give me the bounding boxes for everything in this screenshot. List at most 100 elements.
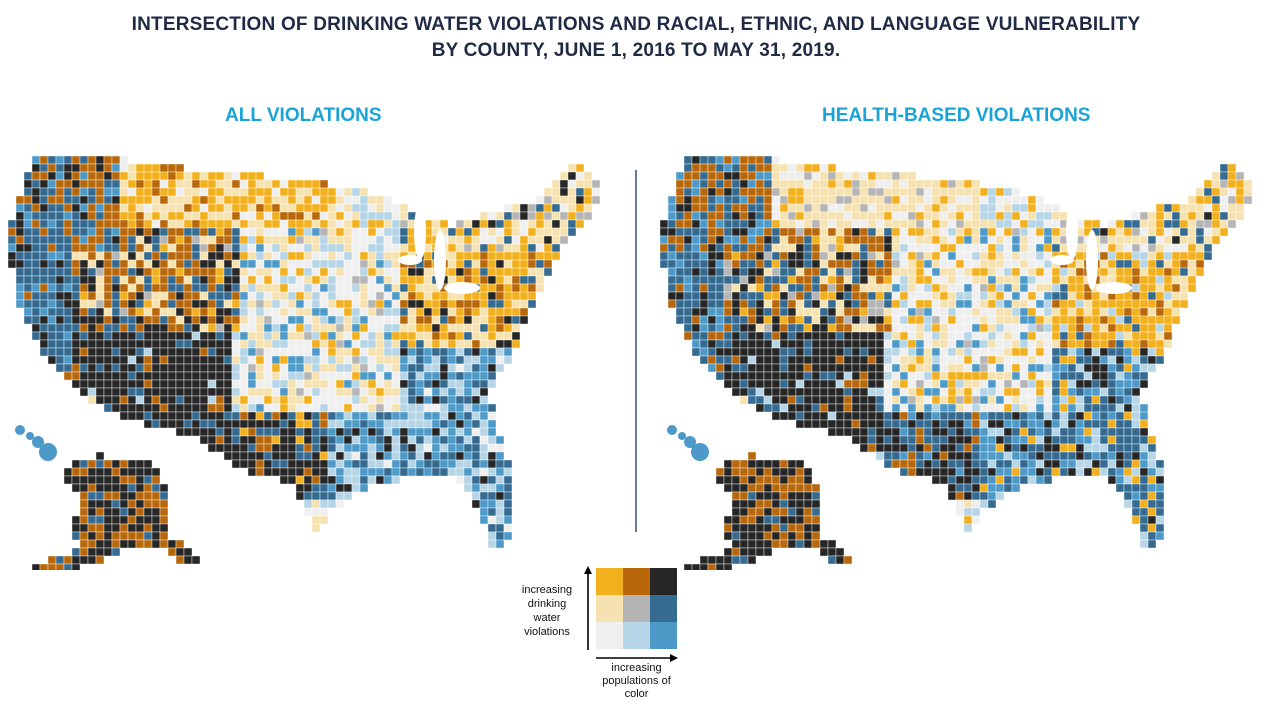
county-cell bbox=[1027, 379, 1037, 389]
county-cell bbox=[327, 435, 337, 445]
county-cell bbox=[1067, 467, 1077, 477]
county-cell bbox=[231, 227, 241, 237]
county-cell bbox=[87, 203, 97, 213]
county-cell bbox=[375, 371, 385, 381]
county-cell bbox=[763, 251, 773, 261]
county-cell bbox=[1019, 275, 1029, 285]
county-cell bbox=[1011, 371, 1021, 381]
county-cell bbox=[559, 203, 569, 213]
county-cell bbox=[963, 243, 973, 253]
county-cell bbox=[367, 323, 377, 333]
county-cell bbox=[255, 267, 265, 277]
county-cell bbox=[255, 395, 265, 405]
county-cell bbox=[875, 227, 885, 237]
county-cell bbox=[731, 539, 741, 549]
county-cell bbox=[479, 243, 489, 253]
county-cell bbox=[1003, 355, 1013, 365]
county-cell bbox=[1075, 299, 1085, 309]
county-cell bbox=[707, 563, 717, 573]
county-cell bbox=[463, 315, 473, 325]
county-cell bbox=[199, 371, 209, 381]
county-cell bbox=[103, 179, 113, 189]
county-cell bbox=[795, 283, 805, 293]
county-cell bbox=[239, 451, 249, 461]
county-cell bbox=[295, 451, 305, 461]
county-cell bbox=[1011, 299, 1021, 309]
county-cell bbox=[979, 387, 989, 397]
county-cell bbox=[779, 339, 789, 349]
county-cell bbox=[87, 339, 97, 349]
county-cell bbox=[375, 451, 385, 461]
county-cell bbox=[1155, 323, 1165, 333]
county-cell bbox=[143, 275, 153, 285]
county-cell bbox=[1099, 331, 1109, 341]
county-cell bbox=[1003, 187, 1013, 197]
county-cell bbox=[63, 291, 73, 301]
county-cell bbox=[351, 227, 361, 237]
county-cell bbox=[1019, 323, 1029, 333]
county-cell bbox=[303, 339, 313, 349]
county-cell bbox=[479, 515, 489, 525]
county-cell bbox=[423, 307, 433, 317]
county-cell bbox=[971, 283, 981, 293]
county-cell bbox=[1019, 427, 1029, 437]
county-cell bbox=[859, 235, 869, 245]
county-cell bbox=[739, 515, 749, 525]
county-cell bbox=[923, 187, 933, 197]
county-cell bbox=[755, 395, 765, 405]
county-cell bbox=[739, 251, 749, 261]
county-cell bbox=[1131, 307, 1141, 317]
county-cell bbox=[231, 403, 241, 413]
county-cell bbox=[979, 235, 989, 245]
county-cell bbox=[495, 507, 505, 517]
county-cell bbox=[295, 275, 305, 285]
county-cell bbox=[487, 483, 497, 493]
county-cell bbox=[79, 275, 89, 285]
county-cell bbox=[295, 219, 305, 229]
county-cell bbox=[95, 211, 105, 221]
county-cell bbox=[883, 347, 893, 357]
county-cell bbox=[423, 323, 433, 333]
county-cell bbox=[931, 411, 941, 421]
county-cell bbox=[683, 315, 693, 325]
county-cell bbox=[1011, 475, 1021, 485]
county-cell bbox=[407, 443, 417, 453]
county-cell bbox=[763, 235, 773, 245]
county-cell bbox=[1083, 219, 1093, 229]
county-cell bbox=[1043, 283, 1053, 293]
county-cell bbox=[39, 267, 49, 277]
county-cell bbox=[819, 187, 829, 197]
county-cell bbox=[463, 459, 473, 469]
county-cell bbox=[723, 323, 733, 333]
county-cell bbox=[1083, 363, 1093, 373]
county-cell bbox=[199, 419, 209, 429]
county-cell bbox=[747, 387, 757, 397]
county-cell bbox=[215, 203, 225, 213]
county-cell bbox=[963, 491, 973, 501]
county-cell bbox=[1035, 251, 1045, 261]
county-cell bbox=[899, 299, 909, 309]
county-cell bbox=[795, 307, 805, 317]
county-cell bbox=[439, 443, 449, 453]
county-cell bbox=[731, 267, 741, 277]
county-cell bbox=[795, 203, 805, 213]
county-cell bbox=[907, 251, 917, 261]
county-cell bbox=[311, 467, 321, 477]
county-cell bbox=[939, 179, 949, 189]
county-cell bbox=[135, 531, 145, 541]
county-cell bbox=[39, 563, 49, 573]
county-cell bbox=[915, 211, 925, 221]
county-cell bbox=[103, 547, 113, 557]
county-cell bbox=[1147, 283, 1157, 293]
county-cell bbox=[1019, 371, 1029, 381]
county-cell bbox=[87, 155, 97, 165]
county-cell bbox=[15, 211, 25, 221]
county-cell bbox=[675, 299, 685, 309]
county-cell bbox=[899, 467, 909, 477]
county-cell bbox=[707, 347, 717, 357]
county-cell bbox=[691, 171, 701, 181]
county-cell bbox=[23, 179, 33, 189]
county-cell bbox=[1155, 267, 1165, 277]
county-cell bbox=[143, 195, 153, 205]
county-cell bbox=[295, 291, 305, 301]
